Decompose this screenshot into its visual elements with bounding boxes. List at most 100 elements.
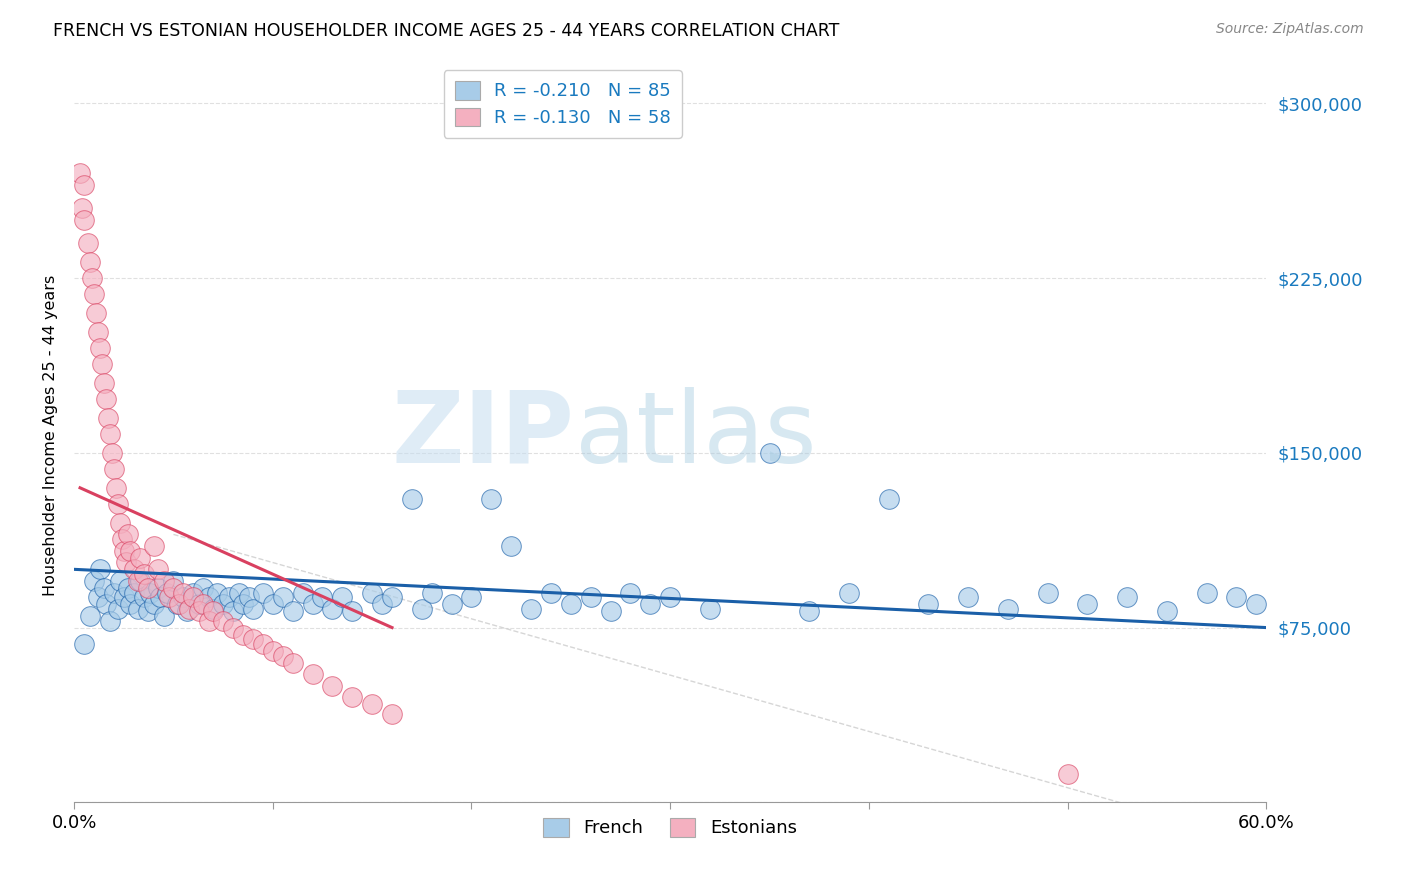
Point (117, 527, 139, 541)
Point (301, 597, 323, 611)
Point (93, 376, 115, 390)
Point (281, 604, 304, 618)
Point (83, 287, 105, 301)
Point (1056, 767, 1078, 781)
Point (501, 539, 523, 553)
Point (238, 591, 260, 605)
Point (146, 581, 169, 595)
Point (77, 236, 100, 251)
Point (87, 325, 110, 339)
Point (94, 392, 117, 407)
Point (89, 562, 111, 576)
Point (330, 591, 353, 605)
Point (156, 585, 179, 599)
Point (232, 597, 254, 611)
Point (228, 585, 250, 599)
Point (188, 604, 211, 618)
Point (205, 585, 228, 599)
Point (311, 591, 333, 605)
Point (659, 591, 682, 605)
Point (79, 608, 101, 623)
Point (73, 213, 96, 227)
Point (321, 679, 343, 693)
Point (148, 591, 170, 605)
Point (411, 602, 433, 616)
Point (103, 585, 125, 599)
Point (162, 581, 184, 595)
Point (540, 585, 562, 599)
Point (69, 166, 91, 180)
Point (117, 581, 139, 595)
Point (271, 591, 294, 605)
Point (84, 306, 107, 320)
Point (361, 585, 384, 599)
Point (97, 411, 120, 425)
Point (479, 492, 502, 507)
Point (699, 602, 721, 616)
Point (70, 201, 93, 215)
Point (127, 574, 149, 588)
Point (420, 585, 443, 599)
Point (122, 562, 145, 576)
Point (93, 581, 115, 595)
Point (222, 604, 245, 618)
Point (371, 597, 394, 611)
Point (107, 497, 129, 511)
Point (361, 698, 384, 712)
Point (342, 690, 364, 705)
Point (193, 597, 215, 611)
Point (252, 637, 274, 651)
Point (212, 614, 235, 628)
Point (138, 585, 160, 599)
Point (162, 574, 184, 588)
Point (112, 591, 135, 605)
Text: FRENCH VS ESTONIAN HOUSEHOLDER INCOME AGES 25 - 44 YEARS CORRELATION CHART: FRENCH VS ESTONIAN HOUSEHOLDER INCOME AG… (53, 22, 839, 40)
Point (301, 667, 323, 681)
Point (262, 644, 284, 658)
Point (401, 492, 423, 507)
Point (222, 621, 245, 635)
Point (1225, 591, 1247, 605)
Point (118, 597, 141, 611)
Point (89, 341, 111, 355)
Point (73, 637, 96, 651)
Point (104, 481, 127, 495)
Point (128, 550, 150, 565)
Point (520, 602, 543, 616)
Point (242, 632, 264, 647)
Point (560, 597, 582, 611)
Point (1246, 597, 1268, 611)
Point (321, 602, 343, 616)
Point (917, 597, 939, 611)
Point (619, 585, 641, 599)
Point (90, 357, 112, 371)
Point (281, 656, 304, 670)
Point (101, 446, 124, 460)
Point (107, 602, 129, 616)
Point (169, 597, 191, 611)
Point (198, 591, 221, 605)
Point (136, 581, 159, 595)
Point (112, 543, 135, 558)
Point (1076, 597, 1098, 611)
Point (146, 562, 169, 576)
Point (342, 604, 364, 618)
Point (179, 602, 201, 616)
Point (127, 602, 149, 616)
Point (188, 597, 211, 611)
Point (136, 604, 159, 618)
Point (291, 585, 314, 599)
Point (1116, 591, 1139, 605)
Point (103, 462, 125, 476)
Point (198, 614, 221, 628)
Point (79, 255, 101, 269)
Text: atlas: atlas (575, 387, 817, 483)
Point (98, 614, 121, 628)
Point (193, 581, 215, 595)
Point (172, 585, 194, 599)
Legend: French, Estonians: French, Estonians (536, 811, 804, 845)
Point (579, 591, 602, 605)
Point (73, 178, 96, 192)
Point (599, 604, 621, 618)
Point (114, 555, 136, 569)
